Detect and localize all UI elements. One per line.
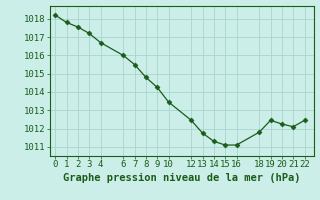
- X-axis label: Graphe pression niveau de la mer (hPa): Graphe pression niveau de la mer (hPa): [63, 173, 300, 183]
